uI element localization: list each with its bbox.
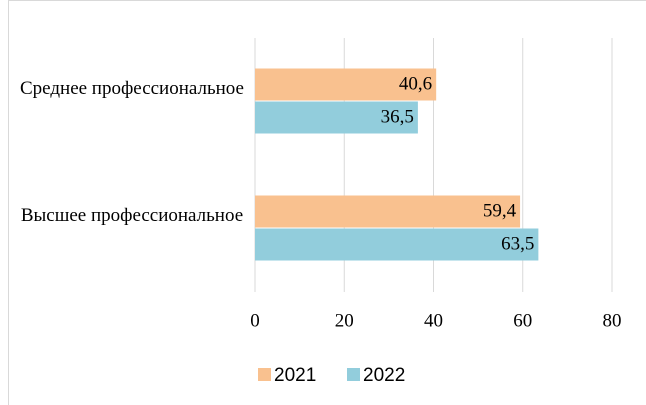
bar	[255, 228, 539, 261]
y-tick-label: Среднее профессиональное	[20, 77, 244, 99]
legend-label: 2022	[363, 365, 405, 386]
data-label: 63,5	[501, 233, 534, 254]
legend-swatch	[347, 368, 360, 381]
legend-label: 2021	[274, 365, 316, 386]
x-tick-label: 60	[513, 310, 532, 331]
bar	[255, 195, 521, 228]
data-label: 59,4	[483, 200, 517, 221]
data-label: 36,5	[381, 106, 414, 127]
data-label: 40,6	[399, 73, 432, 94]
x-tick-label: 20	[335, 310, 354, 331]
chart-border	[8, 0, 646, 405]
x-tick-label: 0	[250, 310, 260, 331]
y-tick-label: Высшее профессиональное	[20, 204, 244, 226]
x-tick-label: 40	[424, 310, 443, 331]
x-tick-label: 80	[603, 310, 622, 331]
bar	[255, 101, 418, 134]
legend-swatch	[258, 368, 271, 381]
bar	[255, 68, 437, 101]
